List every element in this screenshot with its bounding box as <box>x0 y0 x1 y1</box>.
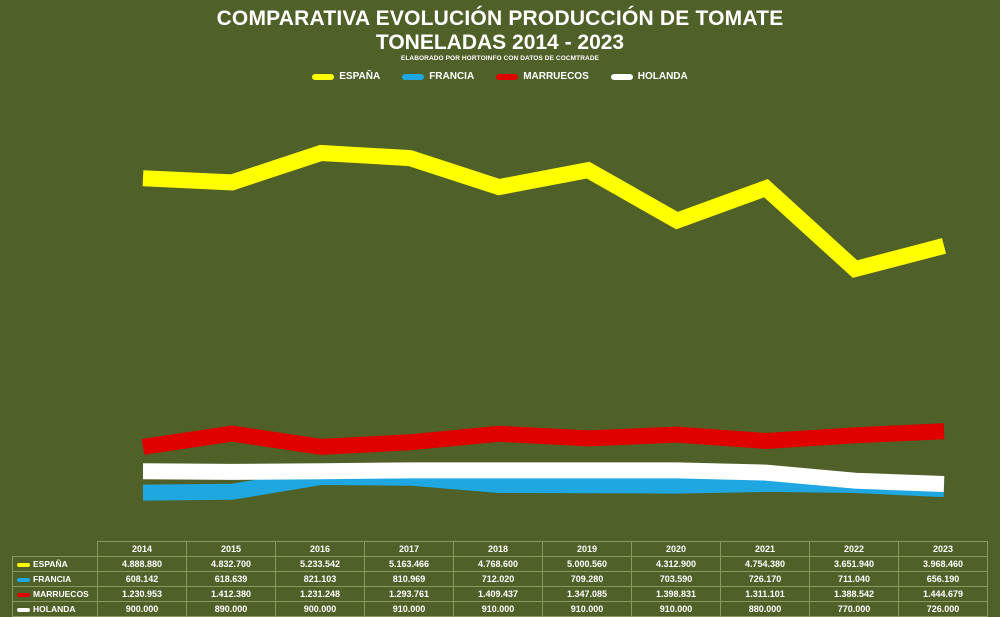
data-label-holanda-2018: 910.000 <box>454 602 543 617</box>
series-line-marruecos <box>143 431 944 447</box>
legend-swatch-francia <box>402 74 424 80</box>
data-label-francia-2017: 810.969 <box>365 572 454 587</box>
data-label-españa-2016: 5.233.542 <box>276 557 365 572</box>
tick-label-x-2022: 2022 <box>810 542 899 557</box>
data-label-marruecos-2018: 1.409.437 <box>454 587 543 602</box>
data-label-marruecos-2019: 1.347.085 <box>543 587 632 602</box>
data-label-españa-2020: 4.312.900 <box>632 557 721 572</box>
table-row-label-holanda: HOLANDA <box>13 602 98 617</box>
data-label-holanda-2014: 900.000 <box>98 602 187 617</box>
data-label-españa-2021: 4.754.380 <box>721 557 810 572</box>
table-row-label-francia: FRANCIA <box>13 572 98 587</box>
data-label-españa-2017: 5.163.466 <box>365 557 454 572</box>
data-label-francia-2016: 821.103 <box>276 572 365 587</box>
table-swatch-marruecos <box>17 593 30 597</box>
data-label-españa-2022: 3.651.940 <box>810 557 899 572</box>
data-label-holanda-2023: 726.000 <box>899 602 988 617</box>
legend-item-francia: FRANCIA <box>402 71 474 82</box>
table-swatch-francia <box>17 578 30 582</box>
chart-subtitle: ELABORADO POR HORTOINFO CON DATOS DE COC… <box>0 55 1000 62</box>
table-swatch-holanda <box>17 608 30 612</box>
data-label-holanda-2015: 890.000 <box>187 602 276 617</box>
data-label-holanda-2016: 900.000 <box>276 602 365 617</box>
data-label-marruecos-2021: 1.311.101 <box>721 587 810 602</box>
tick-label-x-2017: 2017 <box>365 542 454 557</box>
tick-label-x-2020: 2020 <box>632 542 721 557</box>
data-label-francia-2015: 618.639 <box>187 572 276 587</box>
legend-label-espana: ESPAÑA <box>339 71 380 82</box>
data-label-marruecos-2015: 1.412.380 <box>187 587 276 602</box>
tick-label-x-2023: 2023 <box>899 542 988 557</box>
table-row-label-marruecos: MARRUECOS <box>13 587 98 602</box>
tick-label-x-2014: 2014 <box>98 542 187 557</box>
legend-label-francia: FRANCIA <box>429 71 474 82</box>
legend-swatch-holanda <box>611 74 633 80</box>
table-corner <box>13 542 98 557</box>
data-label-francia-2018: 712.020 <box>454 572 543 587</box>
legend-label-marruecos: MARRUECOS <box>523 71 589 82</box>
tick-label-x-2018: 2018 <box>454 542 543 557</box>
chart-title-line2: TONELADAS 2014 - 2023 <box>0 31 1000 55</box>
series-line-españa <box>143 153 944 269</box>
data-label-francia-2022: 711.040 <box>810 572 899 587</box>
table-row-label-españa: ESPAÑA <box>13 557 98 572</box>
data-label-marruecos-2022: 1.388.542 <box>810 587 899 602</box>
data-label-marruecos-2020: 1.398.831 <box>632 587 721 602</box>
tick-label-x-2015: 2015 <box>187 542 276 557</box>
data-label-españa-2023: 3.968.460 <box>899 557 988 572</box>
data-label-francia-2019: 709.280 <box>543 572 632 587</box>
tick-label-x-2021: 2021 <box>721 542 810 557</box>
data-label-francia-2014: 608.142 <box>98 572 187 587</box>
data-label-holanda-2020: 910.000 <box>632 602 721 617</box>
legend-swatch-espana <box>312 74 334 80</box>
data-label-marruecos-2014: 1.230.953 <box>98 587 187 602</box>
data-label-marruecos-2017: 1.293.761 <box>365 587 454 602</box>
table-swatch-españa <box>17 563 30 567</box>
data-label-españa-2015: 4.832.700 <box>187 557 276 572</box>
data-label-españa-2018: 4.768.600 <box>454 557 543 572</box>
legend: ESPAÑA FRANCIA MARRUECOS HOLANDA <box>0 71 1000 82</box>
tick-label-x-2016: 2016 <box>276 542 365 557</box>
data-label-holanda-2019: 910.000 <box>543 602 632 617</box>
legend-item-marruecos: MARRUECOS <box>496 71 589 82</box>
data-label-españa-2014: 4.888.880 <box>98 557 187 572</box>
data-label-holanda-2017: 910.000 <box>365 602 454 617</box>
legend-label-holanda: HOLANDA <box>638 71 688 82</box>
data-label-holanda-2022: 770.000 <box>810 602 899 617</box>
data-label-francia-2021: 726.170 <box>721 572 810 587</box>
data-label-marruecos-2023: 1.444.679 <box>899 587 988 602</box>
data-label-francia-2020: 703.590 <box>632 572 721 587</box>
legend-item-holanda: HOLANDA <box>611 71 688 82</box>
legend-swatch-marruecos <box>496 74 518 80</box>
data-label-holanda-2021: 880.000 <box>721 602 810 617</box>
data-label-francia-2023: 656.190 <box>899 572 988 587</box>
data-label-marruecos-2016: 1.231.248 <box>276 587 365 602</box>
data-label-españa-2019: 5.000.560 <box>543 557 632 572</box>
legend-item-espana: ESPAÑA <box>312 71 380 82</box>
chart-title: COMPARATIVA EVOLUCIÓN PRODUCCIÓN DE TOMA… <box>0 7 1000 31</box>
tick-label-x-2019: 2019 <box>543 542 632 557</box>
